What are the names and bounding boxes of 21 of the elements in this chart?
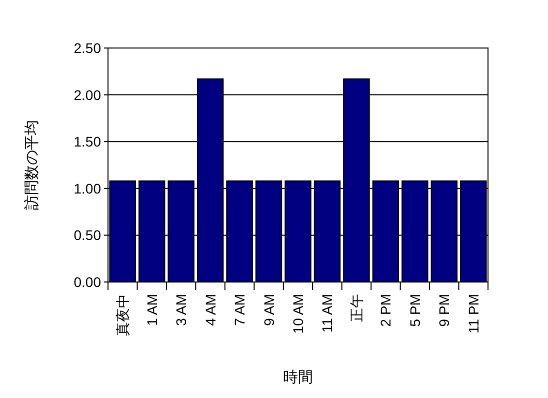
x-tick-label: 11 PM	[465, 294, 482, 334]
x-tick-label: 1 AM	[144, 294, 160, 326]
x-tick-label: 10 AM	[290, 294, 306, 334]
x-tick-label: 9 PM	[436, 294, 452, 327]
y-tick-label: 1.50	[74, 134, 102, 150]
y-tick-label: 2.00	[74, 86, 102, 103]
y-tick-label: 2.50	[74, 40, 102, 56]
y-tick-label: 1.00	[74, 180, 102, 196]
x-tick-label: 9 AM	[260, 294, 277, 326]
x-tick-label: 5 PM	[406, 294, 423, 327]
x-tick-label: 2 PM	[378, 294, 394, 327]
x-axis-title: 時間	[283, 369, 313, 386]
x-tick-label: 真夜中	[114, 294, 131, 336]
x-tick-label: 7 AM	[232, 294, 248, 326]
y-tick-label: 0.50	[74, 227, 102, 244]
y-tick-label: 0.00	[74, 274, 102, 290]
x-tick-label: 11 AM	[319, 294, 336, 333]
y-axis-title: 訪問数の平均	[24, 120, 40, 210]
x-tick-label: 3 AM	[173, 294, 190, 326]
x-tick-label: 正午	[348, 294, 364, 322]
x-tick-label: 4 AM	[202, 294, 218, 326]
